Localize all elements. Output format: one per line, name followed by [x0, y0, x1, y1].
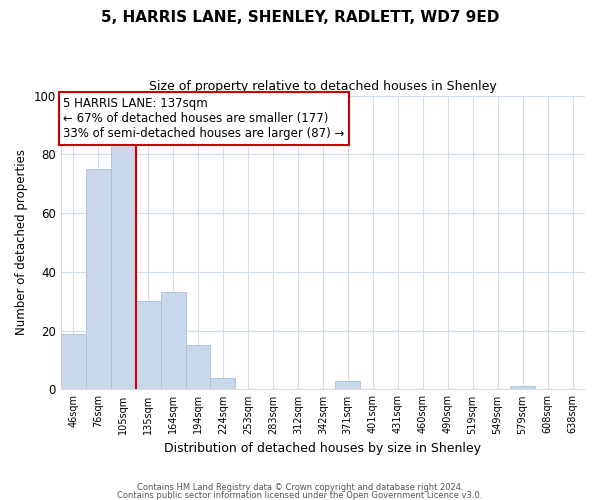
Bar — [185, 346, 211, 390]
Bar — [136, 302, 161, 390]
Text: 5, HARRIS LANE, SHENLEY, RADLETT, WD7 9ED: 5, HARRIS LANE, SHENLEY, RADLETT, WD7 9E… — [101, 10, 499, 25]
Bar — [61, 334, 86, 390]
Text: 5 HARRIS LANE: 137sqm
← 67% of detached houses are smaller (177)
33% of semi-det: 5 HARRIS LANE: 137sqm ← 67% of detached … — [63, 97, 344, 140]
Y-axis label: Number of detached properties: Number of detached properties — [15, 150, 28, 336]
Bar — [161, 292, 185, 390]
Text: Contains public sector information licensed under the Open Government Licence v3: Contains public sector information licen… — [118, 491, 482, 500]
Bar — [86, 169, 110, 390]
Title: Size of property relative to detached houses in Shenley: Size of property relative to detached ho… — [149, 80, 497, 93]
X-axis label: Distribution of detached houses by size in Shenley: Distribution of detached houses by size … — [164, 442, 481, 455]
Bar — [110, 142, 136, 390]
Bar — [335, 380, 360, 390]
Bar — [510, 386, 535, 390]
Bar — [211, 378, 235, 390]
Text: Contains HM Land Registry data © Crown copyright and database right 2024.: Contains HM Land Registry data © Crown c… — [137, 484, 463, 492]
